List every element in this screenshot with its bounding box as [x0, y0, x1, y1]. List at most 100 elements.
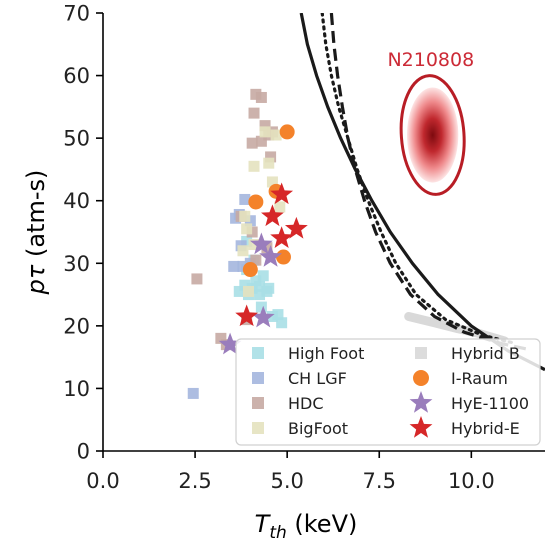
x-tick-label: 5.0: [270, 469, 303, 493]
legend-marker-bigfoot: [252, 422, 264, 434]
point-hdc: [261, 242, 273, 254]
x-axis-label-main: T: [255, 510, 272, 538]
point-bigfoot: [274, 201, 286, 213]
point-bigfoot: [248, 239, 260, 251]
point-hdc: [191, 273, 203, 285]
point-hdc: [250, 254, 262, 266]
y-tick-label: 50: [63, 127, 90, 151]
point-hye-1100: [218, 332, 242, 355]
point-high-foot: [272, 309, 284, 321]
legend-label: Hybrid-E: [451, 419, 520, 438]
point-bigfoot: [270, 129, 282, 141]
curve-solid: [299, 13, 545, 372]
point-hybrid-e: [284, 216, 308, 239]
y-tick-label: 10: [63, 377, 90, 401]
legend-marker-hybrid-e: [409, 416, 433, 438]
x-tick-label: 2.5: [178, 469, 211, 493]
point-bigfoot: [259, 126, 271, 138]
legend-label: High Foot: [288, 344, 364, 363]
point-hye-1100: [259, 245, 282, 267]
point-high-foot: [263, 282, 275, 294]
legend-label: CH LGF: [288, 369, 347, 388]
legend-item-bigfoot: BigFoot: [252, 419, 348, 438]
legend-marker-high-foot: [252, 347, 264, 359]
legend-item-hybrid-b: Hybrid B: [415, 344, 520, 363]
point-bigfoot: [263, 157, 275, 169]
point-hdc: [246, 226, 258, 238]
point-high-foot: [266, 310, 278, 322]
legend-item-high-foot: High Foot: [252, 344, 364, 363]
point-hybrid-e: [261, 204, 284, 227]
legend-item-ch-lgf: CH LGF: [252, 369, 347, 388]
curve-dotted: [320, 13, 518, 345]
x-axis-label-unit: (keV): [287, 510, 358, 538]
legend-marker-hye-1100: [409, 391, 433, 413]
x-axis-label: Tth (keV): [255, 510, 358, 541]
point-ch-lgf: [244, 215, 256, 227]
point-ch-lgf: [239, 193, 251, 205]
y-tick-label: 0: [77, 440, 90, 464]
y-tick-label: 70: [63, 2, 90, 26]
legend-label: I-Raum: [451, 369, 508, 388]
y-axis-label-unit: (atm-s): [22, 170, 50, 265]
axes: 0.0 2.5 5.0 7.5 10.0 0 10 20 30 40 50 60 70: [63, 2, 545, 493]
point-high-foot: [233, 285, 245, 297]
legend-label: HyE-1100: [451, 394, 529, 413]
series-hybrid-e: [235, 182, 308, 327]
y-tick-label: 40: [63, 189, 90, 213]
legend-label: BigFoot: [288, 419, 348, 438]
series-hye-1100: [218, 232, 282, 355]
legend-label: HDC: [288, 394, 324, 413]
point-high-foot: [241, 235, 253, 247]
n210808-contour: [399, 74, 466, 196]
point-i-raum: [242, 262, 258, 278]
point-high-foot: [254, 289, 266, 301]
point-high-foot: [250, 275, 262, 287]
y-tick-label: 30: [63, 252, 90, 276]
point-high-foot: [239, 279, 251, 291]
point-ch-lgf: [187, 387, 199, 399]
curve-dashed: [329, 13, 527, 351]
point-hye-1100: [249, 232, 273, 255]
legend-item-hye-1100: HyE-1100: [409, 391, 529, 413]
point-high-foot: [257, 270, 269, 282]
plot-content: [187, 13, 545, 399]
legend-item-hybrid-e: Hybrid-E: [409, 416, 520, 438]
x-tick-label: 7.5: [363, 469, 396, 493]
x-tick-label: 10.0: [448, 469, 495, 493]
point-bigfoot: [239, 210, 251, 222]
x-tick-label: 0.0: [86, 469, 119, 493]
point-hye-1100: [251, 305, 275, 328]
point-bigfoot: [266, 176, 278, 188]
point-hybrid-e: [270, 182, 294, 205]
legend-box: [235, 338, 541, 446]
point-high-foot: [255, 301, 267, 313]
point-hdc: [255, 135, 267, 147]
point-ch-lgf: [237, 260, 249, 272]
legend-item-i-raum: I-Raum: [413, 369, 508, 388]
y-axis-label: pτ (atm-s): [22, 170, 50, 296]
y-tick-label: 20: [63, 314, 90, 338]
point-bigfoot: [242, 285, 254, 297]
legend-marker-ch-lgf: [252, 372, 264, 384]
legend-marker-hdc: [252, 397, 264, 409]
point-hdc: [265, 151, 277, 163]
point-hdc: [246, 137, 258, 149]
legend-marker-hybrid-b: [415, 347, 427, 359]
point-ch-lgf: [228, 260, 240, 272]
point-high-foot: [254, 280, 266, 292]
legend-marker-i-raum: [413, 370, 429, 386]
point-hybrid-e: [235, 304, 259, 327]
point-high-foot: [276, 317, 288, 329]
point-hybrid-e: [270, 226, 294, 248]
point-bigfoot: [248, 160, 260, 172]
point-i-raum: [275, 249, 291, 265]
series-bigfoot: [237, 126, 286, 297]
annotation-n210808: N210808: [387, 49, 474, 71]
point-hdc: [259, 120, 271, 132]
n210808-distribution: [406, 87, 459, 183]
point-i-raum: [248, 194, 264, 210]
legend-label: Hybrid B: [451, 344, 520, 363]
point-bigfoot: [241, 223, 253, 235]
legend: High Foot CH LGF HDC BigFoot Hybrid B I-Raum H…: [235, 338, 541, 446]
